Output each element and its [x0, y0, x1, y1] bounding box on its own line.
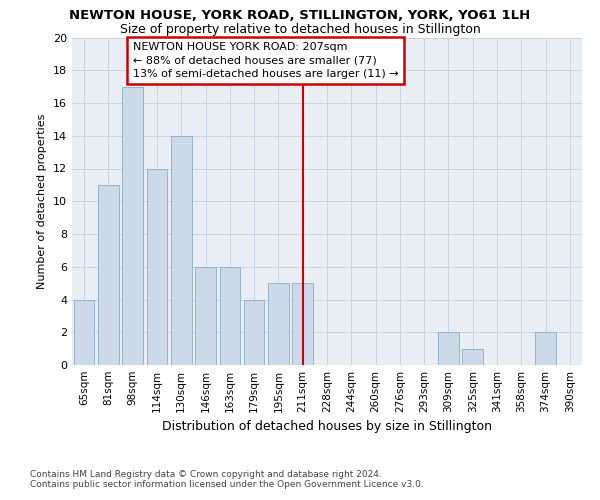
Y-axis label: Number of detached properties: Number of detached properties [37, 114, 47, 289]
Bar [146, 168, 167, 365]
X-axis label: Distribution of detached houses by size in Stillington: Distribution of detached houses by size … [162, 420, 492, 434]
Bar [74, 300, 94, 365]
Bar [244, 300, 265, 365]
Bar [220, 267, 240, 365]
Bar [535, 332, 556, 365]
Bar [171, 136, 191, 365]
Bar [98, 185, 119, 365]
Bar [438, 332, 459, 365]
Bar [195, 267, 216, 365]
Text: NEWTON HOUSE YORK ROAD: 207sqm
← 88% of detached houses are smaller (77)
13% of : NEWTON HOUSE YORK ROAD: 207sqm ← 88% of … [133, 42, 398, 79]
Bar [292, 283, 313, 365]
Bar [463, 348, 483, 365]
Text: Size of property relative to detached houses in Stillington: Size of property relative to detached ho… [119, 22, 481, 36]
Bar [122, 86, 143, 365]
Text: NEWTON HOUSE, YORK ROAD, STILLINGTON, YORK, YO61 1LH: NEWTON HOUSE, YORK ROAD, STILLINGTON, YO… [70, 9, 530, 22]
Text: Contains HM Land Registry data © Crown copyright and database right 2024.
Contai: Contains HM Land Registry data © Crown c… [30, 470, 424, 489]
Bar [268, 283, 289, 365]
